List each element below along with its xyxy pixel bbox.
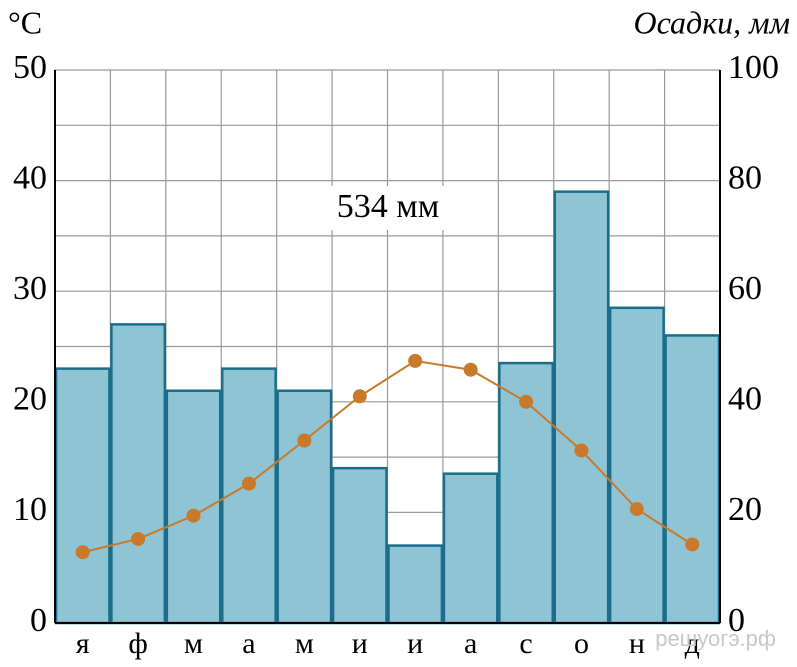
point <box>297 433 312 448</box>
y2-axis-label: Осадки, мм <box>634 4 790 40</box>
y-tick-label: 40 <box>13 159 47 196</box>
lines <box>75 353 700 560</box>
y-tick-label: 0 <box>30 602 47 639</box>
bar <box>110 323 167 625</box>
bar <box>498 361 555 625</box>
y2-tick-label: 60 <box>728 270 762 307</box>
x-tick-label: н <box>629 627 645 660</box>
bar <box>276 389 333 625</box>
point <box>629 502 644 517</box>
x-tick-label: а <box>464 627 477 660</box>
bars <box>54 190 721 625</box>
x-tick-label: д <box>685 627 700 660</box>
x-tick-label: и <box>352 627 368 660</box>
point <box>241 476 256 491</box>
x-tick-label: а <box>242 627 255 660</box>
x-tick-label: я <box>76 627 90 660</box>
bar <box>387 544 444 625</box>
x-tick-label: м <box>184 627 203 660</box>
point <box>352 389 367 404</box>
point <box>408 353 423 368</box>
y-axis-label: °C <box>8 4 42 40</box>
bar <box>664 334 721 625</box>
point <box>574 443 589 458</box>
y2-tick-label: 40 <box>728 381 762 418</box>
point <box>685 537 700 552</box>
point <box>131 531 146 546</box>
x-tick-label: и <box>407 627 423 660</box>
y2-tick-label: 20 <box>728 491 762 528</box>
point <box>463 362 478 377</box>
line <box>82 359 693 554</box>
y-tick-label: 50 <box>13 49 47 86</box>
x-tick-label: ф <box>128 627 147 660</box>
bar <box>608 306 665 625</box>
y2-tick-label: 100 <box>728 49 779 86</box>
annotation: 534 мм <box>337 188 440 225</box>
y-tick-label: 20 <box>13 381 47 418</box>
y2-tick-label: 80 <box>728 159 762 196</box>
y-tick-label: 10 <box>13 491 47 528</box>
point <box>519 394 534 409</box>
frame <box>54 70 721 624</box>
bar <box>221 367 277 625</box>
bar <box>553 190 610 625</box>
x-tick-label: м <box>295 627 314 660</box>
y-tick-label: 30 <box>13 270 47 307</box>
x-tick-label: о <box>574 627 589 660</box>
bar <box>165 389 222 625</box>
bar <box>54 367 111 625</box>
bar <box>331 466 388 625</box>
point <box>75 545 90 560</box>
annotation-bg <box>312 186 462 230</box>
point <box>186 508 201 523</box>
y2-tick-label: 0 <box>728 602 745 639</box>
x-tick-label: с <box>519 627 532 660</box>
bar <box>442 472 499 625</box>
watermark: решуогэ.рф <box>655 626 776 651</box>
